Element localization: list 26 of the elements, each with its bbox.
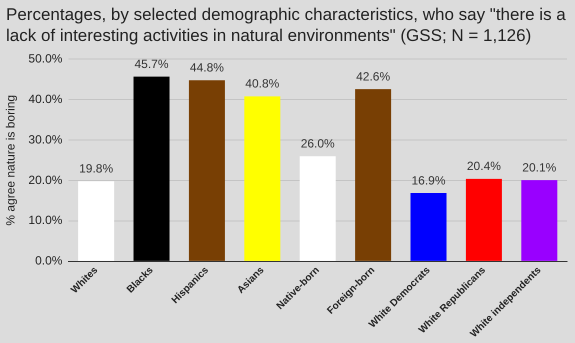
y-tick-label: 30.0% (28, 132, 63, 146)
data-label: 26.0% (300, 136, 336, 151)
y-tick-label: 0.0% (35, 254, 63, 268)
y-axis-title: % agree nature is boring (4, 94, 18, 226)
bar (300, 156, 336, 261)
data-label: 16.9% (411, 173, 446, 188)
y-tick-label: 50.0% (28, 52, 63, 66)
data-label: 20.4% (466, 159, 502, 174)
bar (410, 193, 447, 261)
y-tick-label: 10.0% (28, 213, 63, 228)
y-tick-label: 40.0% (28, 92, 63, 106)
chart-title: Percentages, by selected demographic characteristics, who say "there is a lack of interesting activities in natural environments" (GSS; N = 1,126) (6, 4, 567, 46)
data-label: 44.8% (190, 60, 224, 75)
bar (244, 96, 280, 261)
bar (188, 80, 225, 261)
bar (521, 180, 558, 261)
bar (355, 89, 392, 261)
bar (134, 76, 170, 261)
data-label: 40.8% (245, 76, 280, 91)
y-tick-label: 20.0% (28, 172, 63, 187)
data-label: 45.7% (134, 56, 169, 71)
data-label: 42.6% (356, 69, 390, 84)
data-label: 19.8% (79, 162, 114, 176)
bar (466, 178, 502, 261)
bar (78, 181, 114, 261)
data-label: 20.1% (522, 160, 557, 174)
